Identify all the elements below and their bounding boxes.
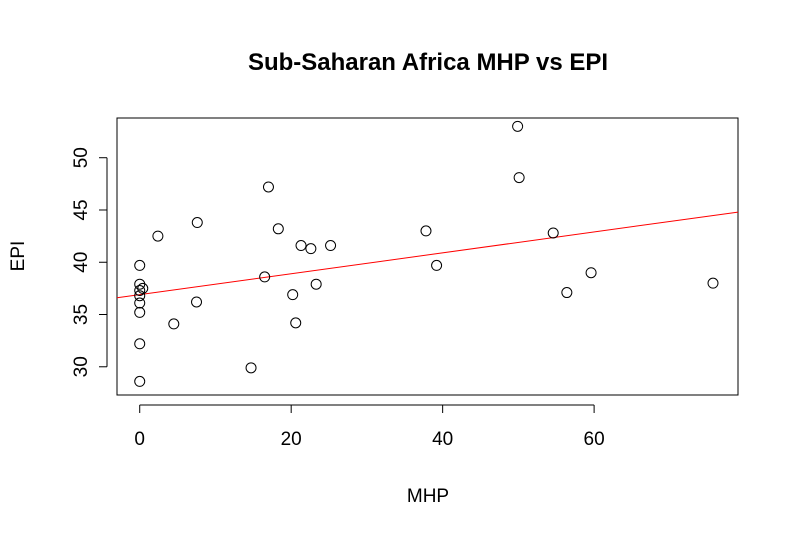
y-axis-label: EPI [8,241,29,272]
data-point [585,267,597,279]
data-point [134,338,146,350]
data-point [305,243,317,255]
x-tick-label: 60 [584,429,605,450]
regression-line [116,211,739,299]
y-tick-label: 50 [71,147,92,168]
y-tick-label: 45 [71,199,92,220]
data-point [707,277,719,289]
x-tick-label: 20 [281,429,302,450]
y-tick-label: 35 [71,304,92,325]
data-point [134,375,146,387]
chart-title: Sub-Saharan Africa MHP vs EPI [248,49,608,76]
data-point [290,317,302,329]
data-point [134,297,146,309]
data-point [272,223,284,235]
x-axis-label: MHP [407,486,449,507]
data-point [262,181,274,193]
x-tick-label: 40 [432,429,453,450]
data-point [295,240,307,252]
data-point [420,225,432,237]
data-point [245,362,257,374]
y-tick-label: 30 [71,356,92,377]
x-tick-label: 0 [134,429,145,450]
x-axis: 0 20 40 60 [134,404,605,450]
data-point [134,259,146,271]
data-point [259,271,271,283]
data-point [134,290,146,302]
data-point [512,120,524,132]
y-axis: 30 35 40 45 50 [71,147,108,377]
plot-frame [116,117,739,396]
y-tick-label: 40 [71,252,92,273]
data-point [168,318,180,330]
data-point [325,240,337,252]
data-point [137,282,149,294]
data-point [513,172,525,184]
data-point [134,284,146,296]
data-point [152,230,164,242]
data-point [561,287,573,299]
data-point [191,296,203,308]
regression-line-layer [116,211,739,299]
data-point [431,259,443,271]
data-point [310,278,322,290]
data-point [134,306,146,318]
data-point [287,289,299,301]
data-point [547,227,559,239]
data-point [191,217,203,229]
points-layer [134,120,719,387]
